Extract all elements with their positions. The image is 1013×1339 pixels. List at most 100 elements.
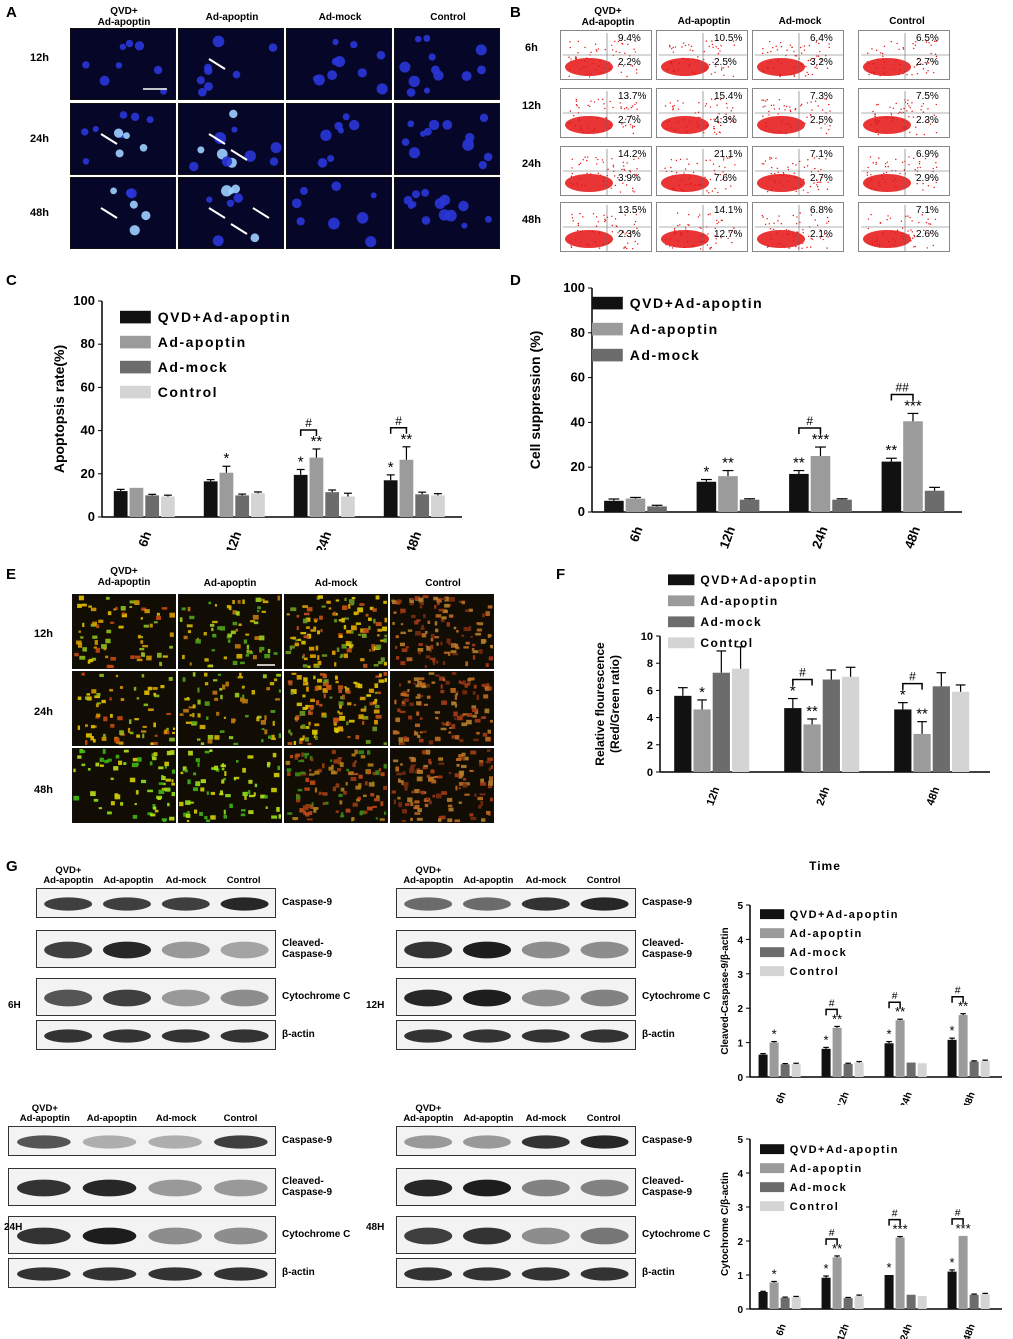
fluorescence-tile (286, 28, 392, 100)
significance-star: * (298, 453, 304, 470)
hash-mark: # (806, 414, 813, 428)
bar (731, 668, 750, 772)
significance-star: ** (311, 433, 323, 450)
bar (917, 1063, 927, 1077)
col-header-control: Control (430, 12, 466, 23)
early-apoptosis-percent: 2.6% (916, 229, 939, 240)
blot-protein-label: β-actin (642, 1267, 675, 1278)
x-tick-label: 48h (962, 1091, 978, 1105)
bar (895, 1020, 905, 1077)
nuclei-image (81, 111, 154, 165)
y-tick-label: 60 (571, 370, 585, 385)
bar (832, 1257, 842, 1309)
blot-protein-label: Caspase-9 (282, 897, 333, 908)
legend-swatch (120, 310, 151, 324)
blot-bands (404, 1227, 629, 1245)
significance-star: * (887, 1260, 892, 1275)
significance-star: ** (832, 1011, 842, 1026)
blot-protein-label: Cytochrome C (282, 1229, 351, 1240)
bar (647, 506, 667, 512)
early-apoptosis-percent: 2.3% (916, 115, 939, 126)
blot-protein-label: β-actin (282, 1267, 315, 1278)
comparison-bracket (951, 1218, 964, 1225)
significance-star: ** (916, 706, 928, 723)
legend-swatch (760, 966, 785, 977)
y-tick-label: 8 (647, 658, 653, 670)
blot-time-label: 48H (366, 1222, 385, 1233)
significance-star: * (703, 464, 709, 481)
fluorescence-tile (286, 177, 392, 249)
y-tick-label: 10 (641, 631, 653, 643)
comparison-bracket (389, 427, 408, 434)
jc1-tile (72, 671, 176, 746)
jc1-image (287, 672, 387, 745)
significance-star: ** (722, 455, 734, 472)
blot-bands (404, 941, 629, 959)
hash-mark: # (829, 1228, 835, 1239)
blot-strip (8, 1126, 276, 1156)
flow-row-48h: 48h (522, 214, 541, 226)
blot-lane-header: Ad-mock (155, 1113, 197, 1124)
early-apoptosis-percent: 2.1% (810, 229, 833, 240)
x-tick-label: 24h (899, 1323, 915, 1339)
legend-label: Ad-apoptin (790, 928, 863, 940)
comparison-bracket (890, 393, 914, 401)
scatter-plot (563, 91, 651, 137)
late-apoptosis-percent: 10.5% (714, 33, 743, 44)
legend-swatch (760, 1182, 785, 1193)
jc1-image (391, 749, 493, 822)
bar (932, 686, 950, 772)
fluorescence-tile (286, 103, 392, 175)
jc1-tile (284, 671, 388, 746)
scatter-plot (659, 33, 747, 79)
hash-mark: # (955, 986, 961, 997)
significance-star: *** (956, 1221, 971, 1236)
hash-mark: # (829, 998, 835, 1009)
scatter-plot (563, 205, 651, 251)
significance-star: ** (895, 1004, 905, 1019)
y-tick-label: 100 (73, 293, 95, 308)
hash-mark: ## (896, 380, 910, 394)
blot-strip (396, 930, 636, 968)
fluorescence-tile (70, 177, 176, 249)
bar (906, 1062, 916, 1077)
flow-header-qvd: QVD+ Ad-apoptin (581, 6, 635, 28)
bar (431, 495, 445, 517)
bar (129, 487, 144, 517)
y-tick-label: 2 (737, 1004, 743, 1015)
early-apoptosis-percent: 2.3% (618, 229, 641, 240)
bar (903, 421, 923, 512)
blot-bands (404, 1029, 629, 1043)
jc1-image (74, 595, 175, 668)
bar (696, 481, 717, 512)
bar (881, 461, 902, 512)
blot-strip (8, 1258, 276, 1288)
bar (341, 496, 355, 517)
panel-label-b: B (510, 4, 521, 21)
flow-plot (560, 88, 652, 138)
legend-swatch (592, 322, 623, 336)
fluorescence-tile (70, 28, 176, 100)
bar (821, 1048, 831, 1077)
flow-header-control: Control (889, 16, 925, 27)
comparison-bracket (902, 682, 923, 690)
legend-label: Ad-mock (158, 359, 228, 375)
blot-time-label: 24H (4, 1222, 23, 1233)
x-tick-label: 48h (925, 785, 943, 807)
hash-mark: # (955, 1208, 961, 1219)
bar (758, 1292, 768, 1309)
blot-strip (36, 930, 276, 968)
legend-swatch (120, 360, 151, 374)
nuclei-image (189, 109, 282, 172)
jc1-image (392, 672, 493, 745)
bar (769, 1042, 779, 1077)
bar (712, 672, 730, 772)
jc-row-12h: 12h (34, 628, 53, 640)
legend-swatch (120, 335, 151, 349)
blot-bands (17, 1227, 268, 1245)
comparison-bracket (825, 1238, 838, 1245)
scatter-plot (861, 91, 949, 137)
y-axis-label: Relative flourescence (593, 642, 607, 766)
bar (791, 1063, 801, 1077)
